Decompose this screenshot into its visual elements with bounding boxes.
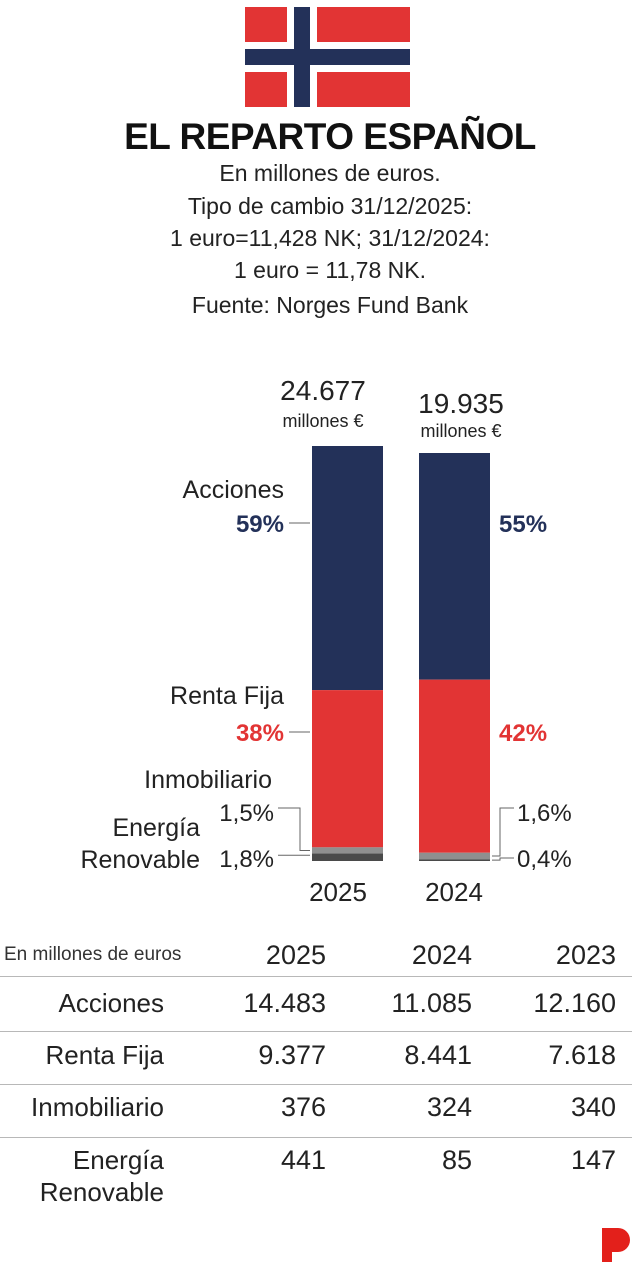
publication-logo-icon [602, 1228, 630, 1262]
table-row-label: Acciones [58, 988, 165, 1018]
bar-inmobiliario-2024 [419, 852, 490, 860]
label-inmobiliario: Inmobiliario [144, 766, 272, 794]
table-cell: 441 [280, 1145, 326, 1175]
table-cell: 324 [426, 1092, 472, 1122]
table-rule [0, 976, 632, 977]
subtitle-line-2: Tipo de cambio 31/12/2025: [187, 193, 473, 219]
leader-inmobiliario-2025 [278, 807, 310, 851]
label-renta-fija: Renta Fija [170, 682, 284, 710]
total-2025-unit: millones € [282, 411, 364, 431]
table-cell: 376 [280, 1092, 326, 1122]
leader-inmobiliario-2024 [492, 807, 514, 857]
leader-energia-2024 [492, 857, 514, 861]
total-2024-unit: millones € [420, 421, 502, 441]
source-note: Fuente: Norges Fund Bank [191, 292, 469, 318]
table-rule [0, 1137, 632, 1138]
pct-renta-fija-2025: 38% [235, 720, 284, 747]
table-row-label-line1: Energía [72, 1145, 164, 1175]
pct-renta-fija-2024: 42% [499, 720, 548, 747]
bar-renta-fija-2024 [419, 679, 490, 853]
pct-inmobiliario-2024: 1,6% [517, 800, 572, 827]
flag-blue-horizontal [245, 49, 410, 65]
pct-inmobiliario-2025: 1,5% [219, 800, 274, 827]
table-year-2023: 2023 [555, 940, 616, 970]
subtitle-line-1: En millones de euros. [219, 160, 441, 186]
table-rule [0, 1084, 632, 1085]
table-cell: 11.085 [391, 988, 472, 1018]
leader-lines [278, 522, 514, 861]
pct-acciones-2024: 55% [499, 511, 548, 538]
bar-acciones-2024 [419, 453, 490, 680]
table-year-2024: 2024 [411, 940, 472, 970]
table-row-label: Inmobiliario [31, 1092, 164, 1122]
pct-energia-2025: 1,8% [219, 846, 274, 873]
label-energia-line1: Energía [112, 814, 200, 842]
bar-inmobiliario-2025 [312, 847, 383, 854]
table-caption: En millones de euros [4, 944, 182, 965]
bar-energia-2024 [419, 859, 490, 861]
table-year-2025: 2025 [265, 940, 326, 970]
bar-acciones-2025 [312, 446, 383, 691]
table-cell: 12.160 [533, 988, 616, 1018]
subtitle-line-3: 1 euro=11,428 NK; 31/12/2024: [170, 225, 490, 251]
bar-energia-2025 [312, 853, 383, 861]
bars-group [312, 446, 490, 861]
page-title: EL REPARTO ESPAÑOL [124, 116, 536, 157]
subtitle-line-4: 1 euro = 11,78 NK. [233, 257, 426, 283]
stacked-bar-chart [278, 446, 514, 861]
table-cell: 7.618 [548, 1040, 616, 1070]
bar-renta-fija-2025 [312, 690, 383, 848]
total-2024-value: 19.935 [418, 388, 504, 419]
table-cell: 340 [570, 1092, 616, 1122]
table-cell: 14.483 [243, 988, 326, 1018]
table-cell: 147 [570, 1145, 616, 1175]
table-cell: 9.377 [258, 1040, 326, 1070]
total-2025-value: 24.677 [280, 375, 366, 406]
year-label-2025: 2025 [309, 877, 367, 907]
table-rule [0, 1031, 632, 1032]
table-row-label: Renta Fija [45, 1040, 165, 1070]
table-row-label-line2: Renovable [39, 1177, 164, 1207]
year-label-2024: 2024 [425, 877, 483, 907]
label-energia-line2: Renovable [80, 846, 200, 874]
table-cell: 85 [441, 1145, 472, 1175]
pct-acciones-2025: 59% [235, 511, 284, 538]
label-acciones: Acciones [182, 476, 284, 504]
norway-flag-icon [245, 7, 410, 107]
pct-energia-2024: 0,4% [517, 846, 572, 873]
table-cell: 8.441 [404, 1040, 472, 1070]
